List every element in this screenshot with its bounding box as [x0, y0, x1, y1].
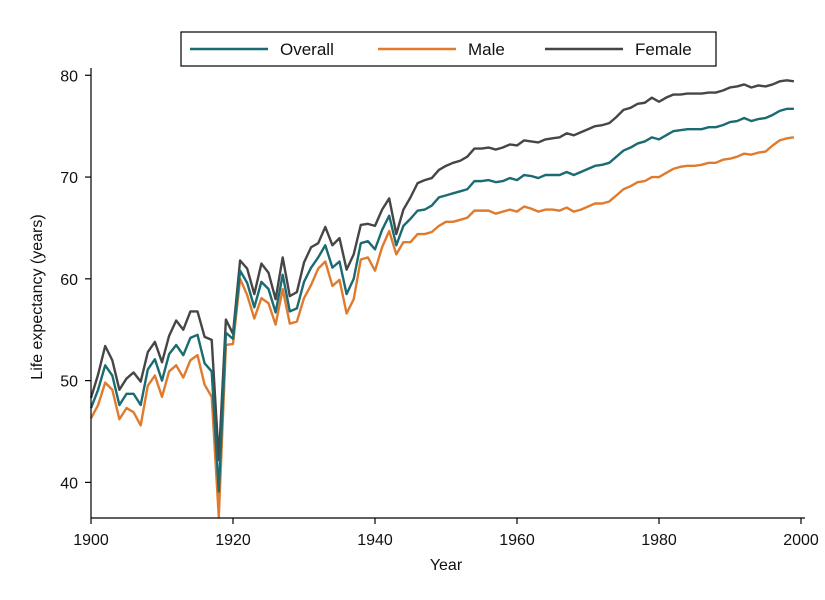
- y-tick-label: 80: [60, 68, 78, 85]
- x-tick-label: 1980: [641, 532, 677, 549]
- y-tick-label: 50: [60, 374, 78, 391]
- x-tick-label: 1960: [499, 532, 535, 549]
- legend-label-female: Female: [635, 40, 692, 59]
- series-line-male: [89, 136, 795, 519]
- y-tick-label: 60: [60, 272, 78, 289]
- x-tick-label: 1920: [215, 532, 251, 549]
- y-tick-label: 70: [60, 170, 78, 187]
- legend: Overall Male Female: [180, 31, 717, 67]
- x-ticks: 1900 1920 1940 1960 1980 2000: [73, 518, 819, 549]
- x-tick-label: 2000: [783, 532, 819, 549]
- legend-label-male: Male: [468, 40, 505, 59]
- y-tick-label: 40: [60, 475, 78, 492]
- y-ticks: 40 50 60 70 80: [60, 68, 91, 492]
- legend-label-overall: Overall: [280, 40, 334, 59]
- x-axis-title: Year: [430, 557, 463, 574]
- series-line-female: [89, 79, 795, 462]
- x-tick-label: 1900: [73, 532, 109, 549]
- axes: 1900 1920 1940 1960 1980 2000 40 50 60 70 80: [60, 68, 819, 549]
- series-line-overall: [89, 107, 794, 493]
- y-axis-title: Life expectancy (years): [29, 214, 46, 379]
- x-tick-label: 1940: [357, 532, 393, 549]
- series-layer: [89, 79, 795, 519]
